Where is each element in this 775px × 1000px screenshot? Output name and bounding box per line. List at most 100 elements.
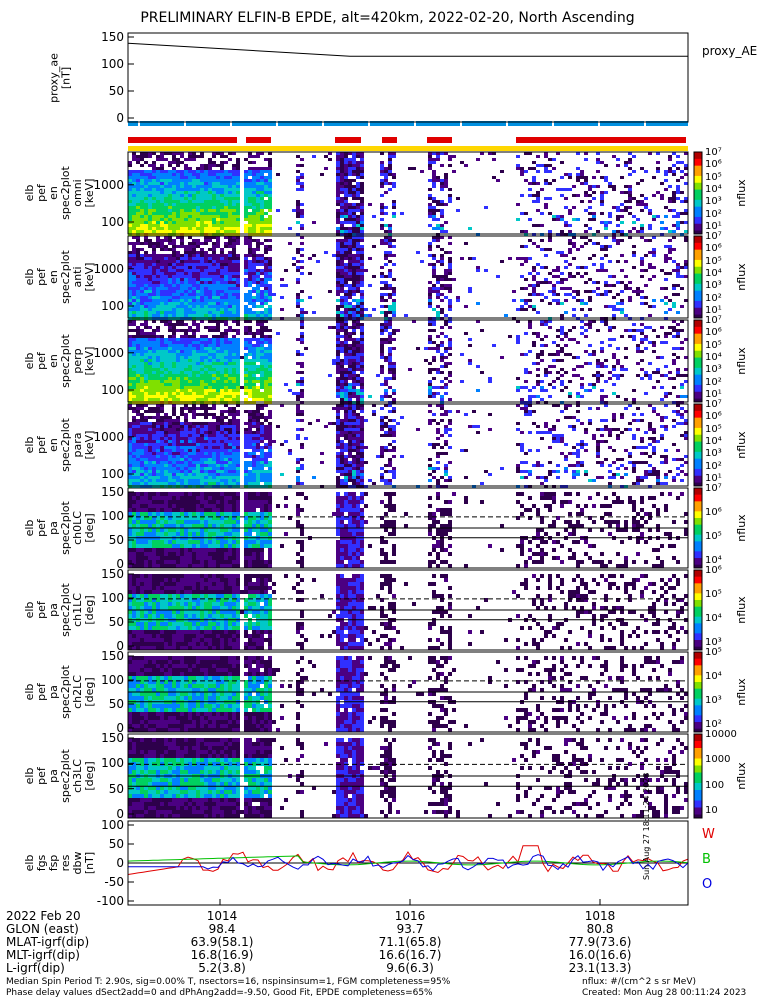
region-bar-tick [598,121,600,126]
colorbar-label: 10³ [705,637,722,648]
panel-frame [127,319,689,403]
region-bar-tick [368,121,370,126]
colorbar-label: 10⁵ [705,339,722,351]
footer-row-label: MLAT-igrf(dip) [6,935,90,949]
panel-frame [127,32,689,123]
colorbar-label: 10⁴ [705,671,722,682]
legend-B: B [702,852,711,867]
region-bar-tick [644,121,646,126]
colorbar [694,152,702,235]
colorbar-label: 10³ [705,364,722,376]
colorbar-label: 10¹ [705,473,722,484]
colorbar-label: 10² [705,208,722,220]
region-bar-tick [460,121,462,126]
spectrogram-spec4 [128,404,688,488]
colorbar-label: 10⁴ [705,613,722,624]
colorbar-label: 10³ [705,448,722,460]
colorbar-label: 10⁴ [705,268,722,279]
spectrogram-spec3 [128,320,688,404]
y-tick-label: -100 [96,894,124,908]
region-bar-tick [230,121,232,126]
colorbar-label: 10⁶ [705,507,722,518]
y-tick-label: 1000 [93,261,124,276]
region-bar-yellow [128,146,688,151]
legend-O: O [702,877,713,892]
footer-value: 77.9(73.6) [568,935,632,949]
colorbar-label: 10 [705,805,718,816]
footer-row-label: MLT-igrf(dip) [6,948,80,962]
colorbar-label: 10³ [705,280,722,292]
colorbar [694,320,702,403]
region-bar-tick [414,121,416,126]
colorbar-label: 10⁷ [705,231,722,242]
colorbar-label: 10² [705,719,722,730]
colorbar-label: 10⁶ [705,327,722,339]
panel-frame [127,235,689,319]
colorbar-label: 10⁵ [705,647,722,658]
y-tick-label: 100 [101,299,124,313]
colorbar-frame [693,569,703,651]
panel-frame [127,403,689,487]
y-axis-label: elb pef en spec2plot para [keV] [23,418,96,472]
colorbar-label: 10⁴ [705,184,722,195]
colorbar-label: 1000 [705,754,731,766]
region-bar-red [246,137,271,143]
y-tick-label: 150 [101,567,124,581]
y-tick-label: 0 [116,856,124,870]
y-axis-label: elb pef pa spec2plot ch1LC [deg] [23,583,96,637]
colorbar-label: 10⁷ [705,399,722,410]
colorbar-label: 10² [705,460,722,472]
footer-value: 16.8(16.9) [190,948,254,962]
region-bar-tick [276,121,278,126]
region-bar-tick [322,121,324,126]
y-tick-label: 0 [116,557,124,571]
colorbar-unit: nflux [735,263,748,291]
colorbar-unit: nflux [735,762,748,790]
colorbar-label: 10⁶ [705,565,722,576]
colorbar-frame [693,235,703,319]
colorbar [694,236,702,319]
proxy-ae-line [127,42,688,57]
pitch-angle-pa0 [128,492,688,568]
colorbar-label: 10⁷ [705,483,722,494]
colorbar-label: 10¹ [705,305,722,316]
colorbar-label: 10³ [705,196,722,208]
timestamp-note: Sun Aug 27 18:11:24 2023 [642,772,651,880]
y-axis-label: proxy_ae [nT] [47,52,72,103]
footer-value: 5.2(3.8) [198,961,246,975]
colorbar-label: 10² [705,292,722,304]
colorbar-frame [693,403,703,487]
panel-frame [127,651,689,733]
footer-value: 80.8 [586,922,614,936]
region-bar-tick [184,121,186,126]
y-tick-label: 50 [108,84,124,98]
y-tick-label: 1000 [93,177,124,192]
colorbar-label: 10⁷ [705,315,722,326]
colorbar-label: 100 [705,779,725,791]
y-axis-label: elb pef en spec2plot anti [keV] [23,250,96,304]
y-tick-label: 100 [101,673,124,687]
y-tick-label: 150 [101,485,124,499]
colorbar-label: 10⁶ [705,243,722,255]
y-tick-label: 100 [101,57,124,71]
colorbar-label: 10⁶ [705,411,722,423]
colorbar-frame [693,651,703,733]
footer-value: 1018 [584,909,616,923]
y-axis-label: elb pef pa spec2plot ch0LC [deg] [23,501,96,555]
colorbar [694,488,702,569]
colorbar-label: 10⁴ [705,436,722,447]
y-tick-label: 0 [116,721,124,735]
footer-value: 1014 [206,909,238,923]
footer-value: 71.1(65.8) [378,935,442,949]
created-date: Created: Mon Aug 28 00:11:24 2023 [582,988,747,998]
footer-value: 23.1(13.3) [568,961,632,975]
panel-frame [127,151,689,235]
colorbar-label: 10⁶ [705,159,722,171]
footer-value: 16.0(16.6) [568,948,632,962]
pitch-angle-pa3 [128,738,688,818]
y-tick-label: 100 [101,383,124,397]
y-axis-label: elb pef pa spec2plot ch3LC [deg] [23,749,96,803]
fgs-series-B [127,855,689,866]
colorbar-label: 10000 [705,729,737,740]
